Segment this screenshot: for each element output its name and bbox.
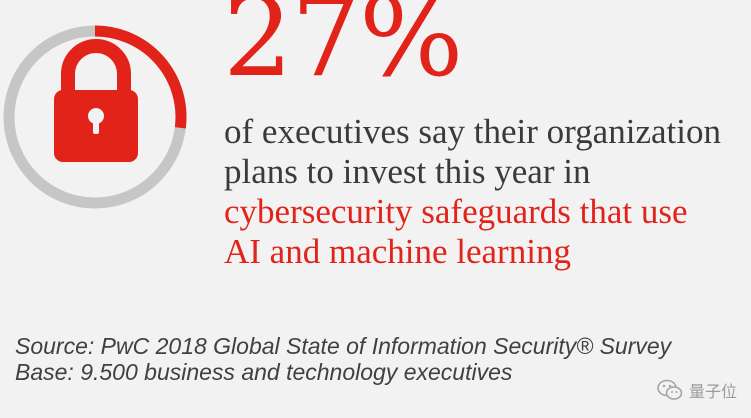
headline-line-2: plans to invest this year in: [224, 152, 591, 191]
progress-ring: [3, 25, 187, 209]
headline-highlight-line-2: AI and machine learning: [224, 232, 571, 271]
wechat-icon: [657, 379, 683, 400]
source-note: Source: PwC 2018 Global State of Informa…: [15, 333, 671, 385]
headline-line-1: of executives say their organization: [224, 112, 721, 151]
watermark-text: 量子位: [688, 382, 737, 401]
base-line: Base: 9.500 business and technology exec…: [15, 359, 513, 385]
watermark: 量子位: [657, 378, 737, 402]
headline-highlight-line-1: cybersecurity safeguards that use: [224, 192, 688, 231]
progress-ring-arc: [94, 25, 187, 129]
padlock-icon: [54, 39, 138, 162]
headline-statistic: 27%: [223, 0, 463, 101]
source-line: Source: PwC 2018 Global State of Informa…: [15, 333, 672, 359]
headline-text: of executives say their organization pla…: [224, 112, 721, 272]
